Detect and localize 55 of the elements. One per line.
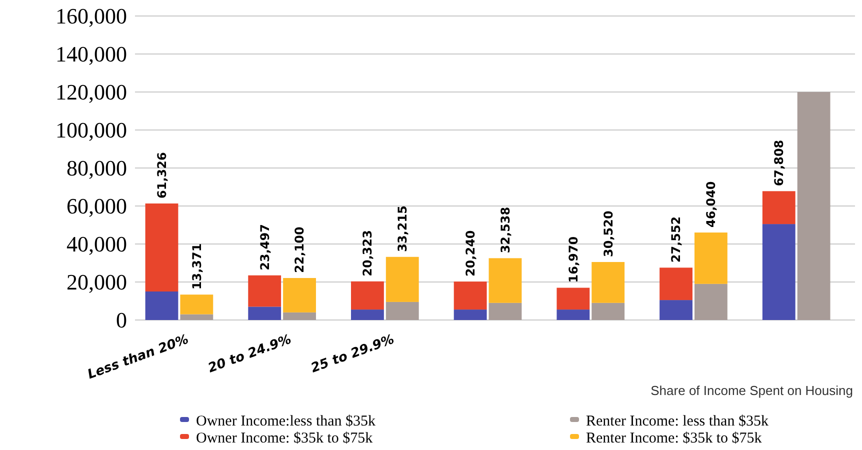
bar xyxy=(351,281,384,310)
bar xyxy=(283,278,316,312)
y-tick-label: 0 xyxy=(116,308,127,333)
total-label: 23,497 xyxy=(258,224,272,270)
y-tick-label: 20,000 xyxy=(66,270,127,295)
total-label: 20,323 xyxy=(360,230,375,276)
x-tick-label: Less than 20% xyxy=(86,332,191,383)
total-label: 67,808 xyxy=(772,140,786,186)
bar xyxy=(592,302,625,320)
legend-label: Owner Income: $35k to $75k xyxy=(196,430,374,446)
x-axis-title: Share of Income Spent on Housing xyxy=(650,383,853,398)
bar xyxy=(660,268,692,300)
bar xyxy=(386,302,419,320)
bar xyxy=(556,288,590,310)
total-label: 32,538 xyxy=(498,206,512,254)
bar xyxy=(454,310,487,320)
y-tick-label: 160,000 xyxy=(56,4,127,29)
bar xyxy=(351,310,384,320)
bar xyxy=(488,302,522,320)
bar xyxy=(145,292,178,320)
y-tick-label: 120,000 xyxy=(56,80,127,105)
bar xyxy=(762,191,796,224)
bar xyxy=(145,203,178,292)
bar xyxy=(248,306,282,320)
legend-label: Renter Income: $35k to $75k xyxy=(586,430,762,446)
bar xyxy=(248,275,282,307)
bar xyxy=(762,224,796,320)
bar xyxy=(488,258,522,303)
total-label: 20,240 xyxy=(464,230,478,277)
bar xyxy=(694,284,728,320)
y-tick-label: 40,000 xyxy=(66,232,127,257)
y-tick-label: 60,000 xyxy=(66,194,127,219)
bar xyxy=(797,92,830,320)
bar xyxy=(283,312,316,320)
total-label: 46,040 xyxy=(704,181,718,228)
bar xyxy=(180,294,214,314)
bar xyxy=(180,314,214,320)
bar xyxy=(454,282,487,310)
total-label: 16,970 xyxy=(566,236,580,283)
total-label: 27,552 xyxy=(669,216,684,263)
total-label: 61,326 xyxy=(154,152,169,198)
bar xyxy=(660,300,692,320)
total-label: 33,215 xyxy=(396,206,410,252)
legend-label: Renter Income: less than $35k xyxy=(586,413,769,430)
total-label: 30,520 xyxy=(601,210,616,258)
legend-label: Owner Income:less than $35k xyxy=(196,413,376,430)
bar xyxy=(386,256,419,302)
y-tick-label: 80,000 xyxy=(66,156,127,181)
total-label: 13,371 xyxy=(190,243,204,290)
y-tick-label: 100,000 xyxy=(56,118,127,143)
total-label: 22,100 xyxy=(292,226,307,274)
y-tick-label: 140,000 xyxy=(56,42,127,67)
bar xyxy=(592,262,625,303)
bar xyxy=(694,232,728,284)
bar xyxy=(556,310,590,320)
